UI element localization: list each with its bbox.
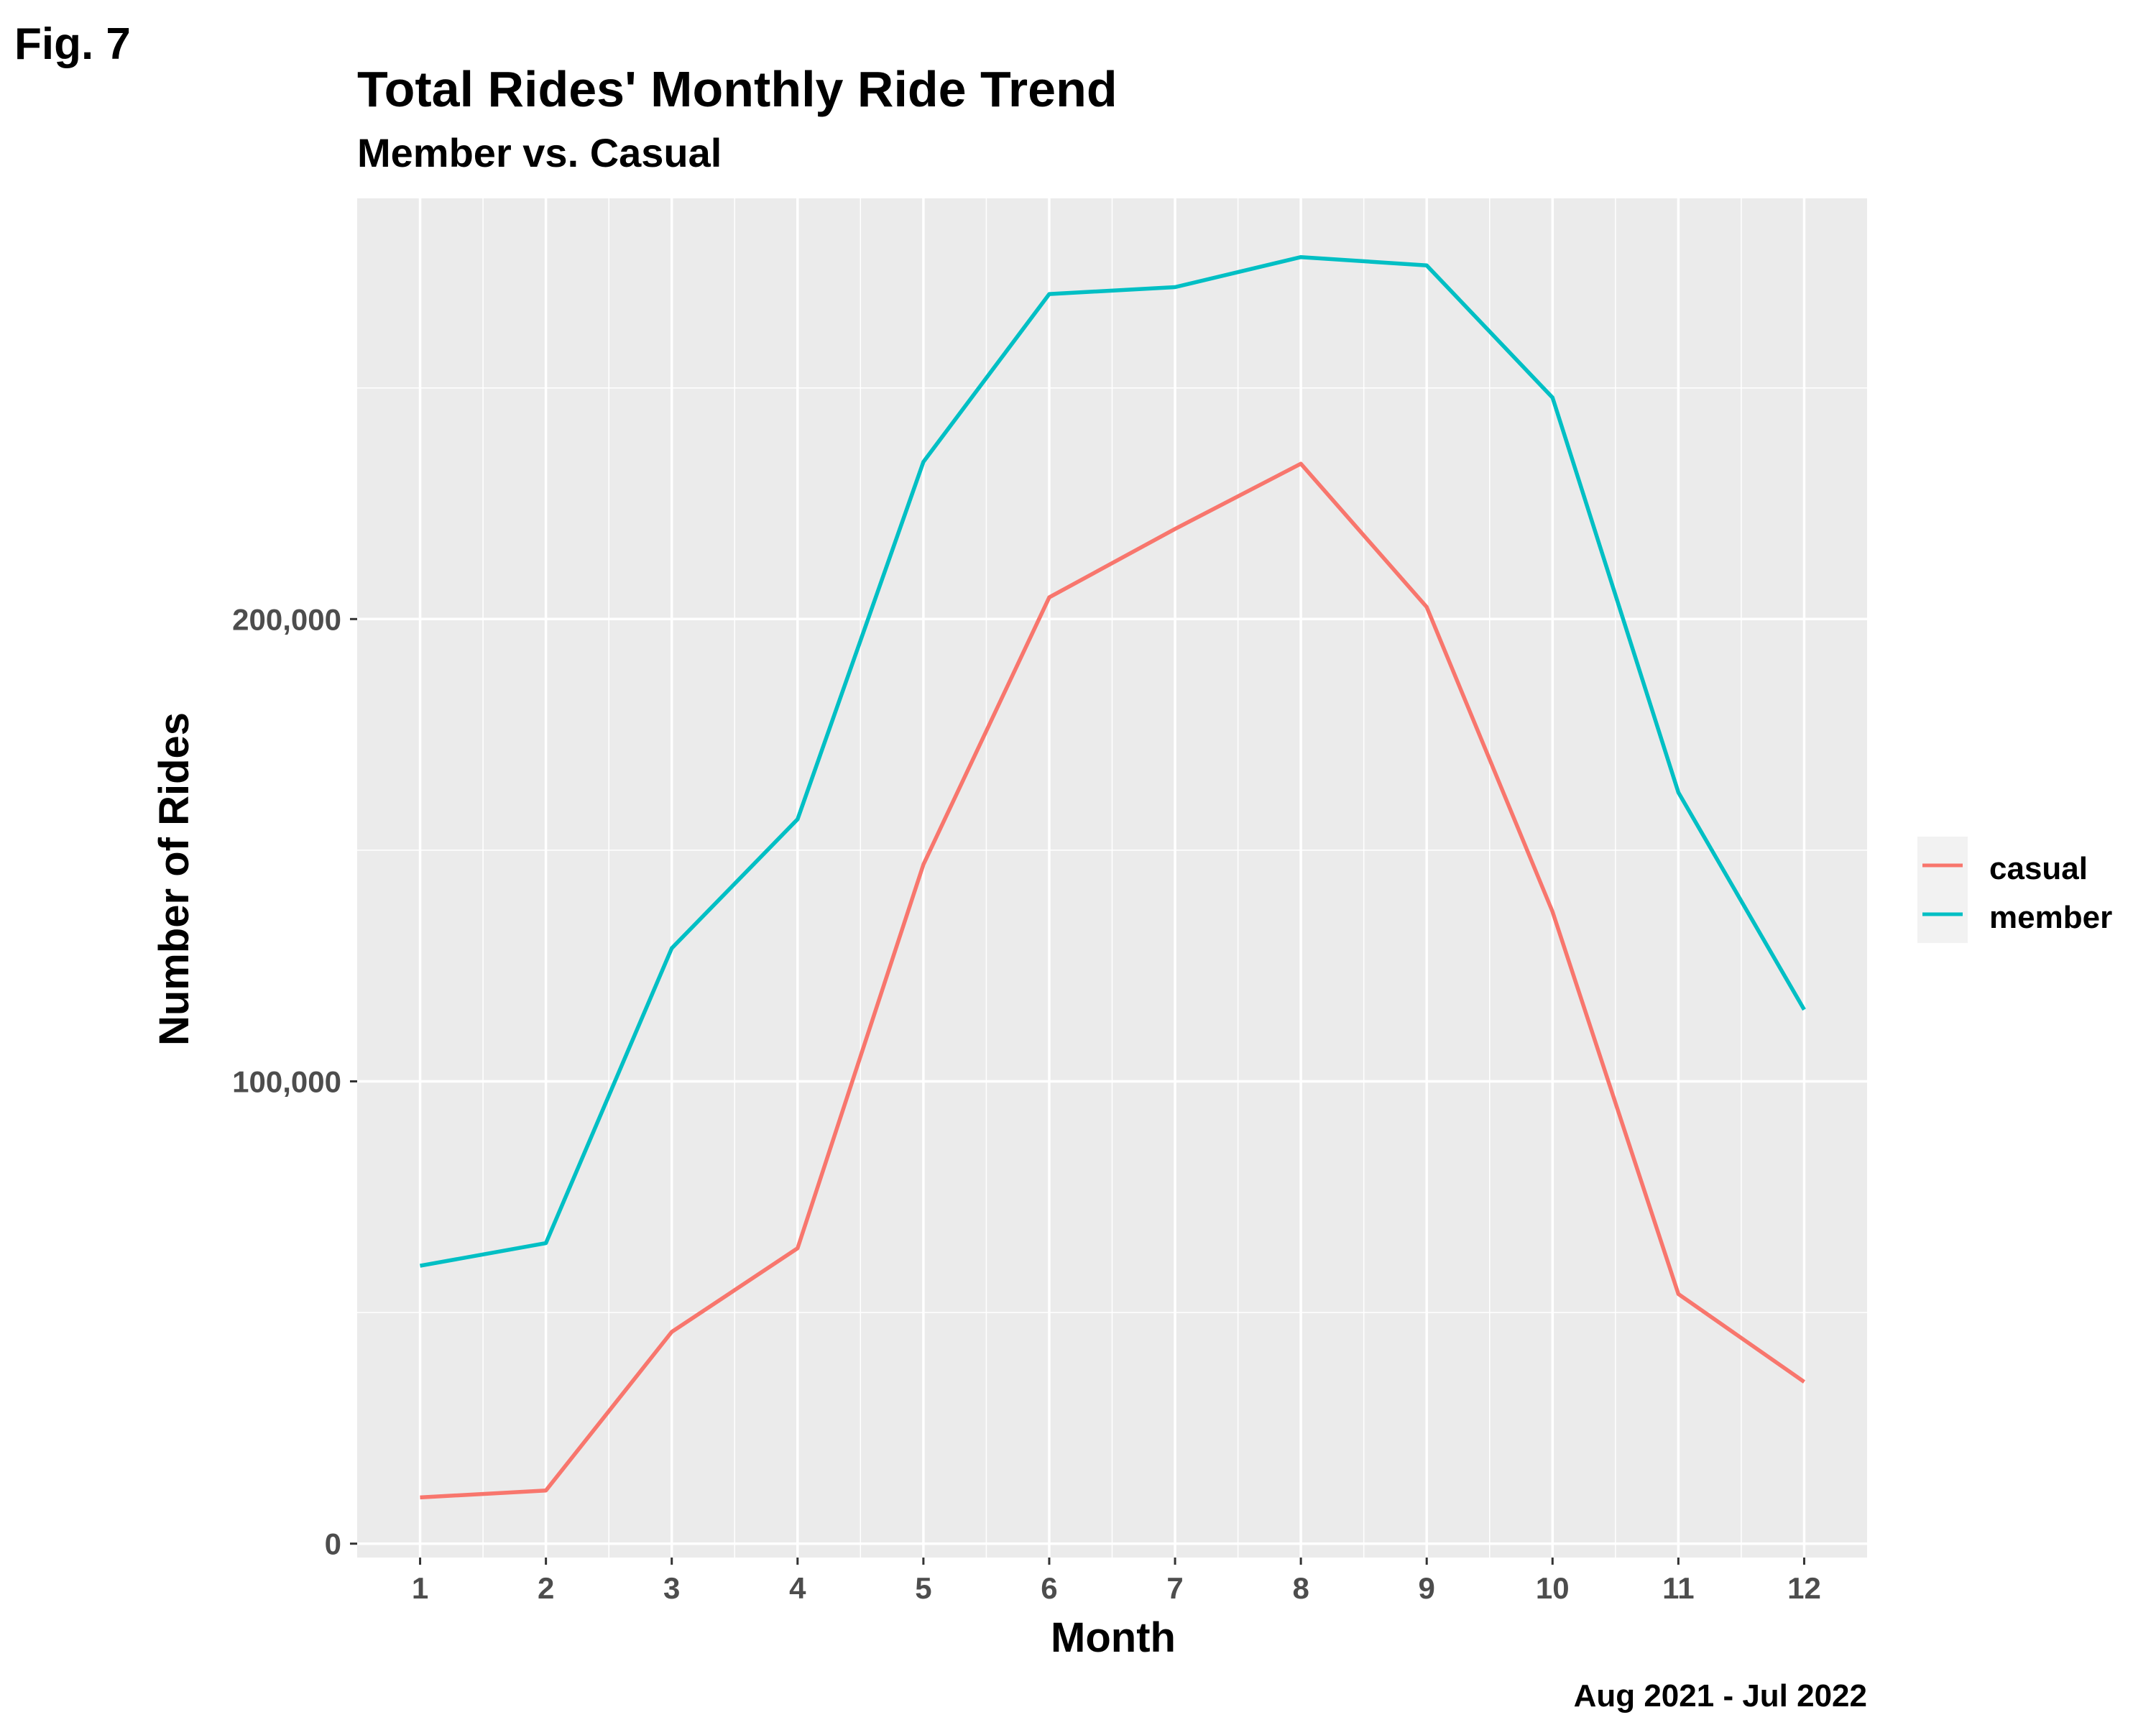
- caption: Aug 2021 - Jul 2022: [1574, 1678, 1867, 1714]
- series-line-member: [420, 254, 1806, 1268]
- legend: casual member: [1917, 837, 2112, 943]
- series-line-casual: [420, 461, 1806, 1500]
- y-tick-label: 100,000: [232, 1065, 341, 1099]
- chart-subtitle: Member vs. Casual: [357, 130, 722, 175]
- series-lines: [420, 254, 1806, 1500]
- y-tick-label: 0: [325, 1527, 341, 1561]
- x-tick-label: 12: [1787, 1571, 1821, 1605]
- x-tick-label: 7: [1166, 1571, 1183, 1605]
- x-tick-label: 10: [1536, 1571, 1570, 1605]
- legend-label-casual: casual: [1989, 851, 2088, 886]
- x-axis-label: Month: [1051, 1614, 1176, 1661]
- x-tick-label: 2: [538, 1571, 554, 1605]
- x-tick-label: 5: [915, 1571, 931, 1605]
- legend-label-member: member: [1989, 900, 2112, 935]
- x-tick-label: 11: [1662, 1571, 1694, 1605]
- chart-title: Total Rides' Monthly Ride Trend: [357, 61, 1118, 117]
- x-tick-label: 9: [1419, 1571, 1435, 1605]
- y-tick-label: 200,000: [232, 602, 341, 636]
- x-tick-label: 8: [1292, 1571, 1309, 1605]
- x-tick-label: 1: [412, 1571, 428, 1605]
- y-axis-label: Number of Rides: [151, 712, 198, 1046]
- plot-panel: [357, 198, 1867, 1558]
- x-tick-label: 3: [663, 1571, 680, 1605]
- x-tick-label: 4: [789, 1571, 806, 1605]
- x-tick-label: 6: [1041, 1571, 1057, 1605]
- legend-key-background: [1917, 837, 1968, 943]
- figure-label: Fig. 7: [14, 19, 131, 69]
